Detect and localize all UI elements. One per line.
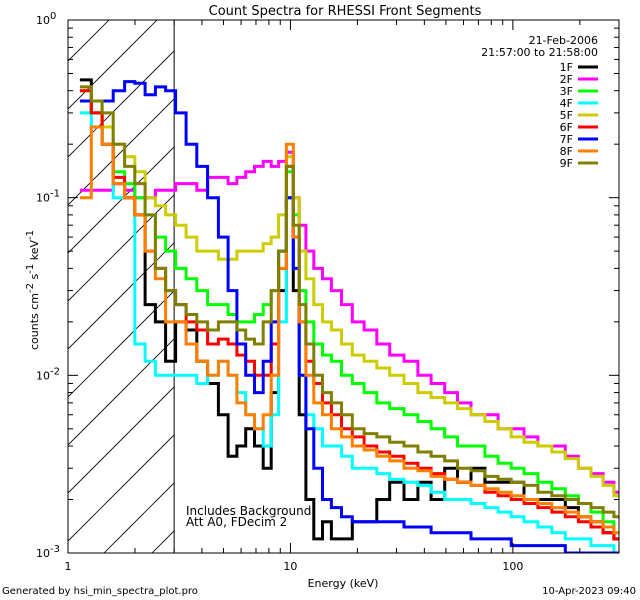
legend-label-8F: 8F — [560, 145, 573, 158]
legend-label-5F: 5F — [560, 109, 573, 122]
y-tick-label: 10-3 — [36, 544, 60, 560]
y-tick-labels: 100 10-1 10-2 10-3 — [36, 11, 60, 560]
footer-timestamp: 10-Apr-2023 09:40 — [542, 586, 636, 597]
y-axis-label-text: counts cm — [28, 293, 41, 350]
series-4F — [79, 111, 619, 553]
y-tick-label: 10-1 — [36, 189, 60, 205]
y-axis-label-mid: s — [28, 273, 41, 282]
series-8F — [79, 125, 619, 535]
series-5F — [79, 85, 619, 498]
series-1F — [79, 78, 619, 541]
info-date: 21-Feb-2006 — [529, 34, 598, 47]
hatch-line — [68, 290, 175, 398]
x-tick-label: 10 — [283, 560, 297, 573]
chart-title: Count Spectra for RHESSI Front Segments — [209, 4, 482, 19]
y-tick-label: 100 — [36, 11, 56, 27]
x-tick-label: 1 — [65, 560, 72, 573]
hatch-line — [68, 146, 175, 254]
legend-label-6F: 6F — [560, 121, 573, 134]
hatch-line — [68, 20, 158, 110]
legend-label-3F: 3F — [560, 85, 573, 98]
x-axis-label: Energy (keV) — [308, 577, 379, 590]
legend-label-7F: 7F — [560, 133, 573, 146]
y-tick-label: 10-2 — [36, 366, 60, 382]
x-tick-label: 100 — [502, 560, 523, 573]
hatch-line — [68, 386, 175, 494]
legend-label-4F: 4F — [560, 97, 573, 110]
hatch-line — [68, 98, 175, 206]
hatch-line — [68, 20, 110, 62]
attenuator-hatch-region — [0, 0, 175, 553]
y-axis-label-sup3: -1 — [25, 230, 36, 240]
series-layer — [79, 78, 619, 553]
hatch-line — [68, 50, 175, 158]
annotation-attenuator: Att A0, FDecim 2 — [186, 515, 287, 529]
annotation-background: Includes Background — [186, 504, 311, 518]
hatch-line — [68, 434, 175, 542]
legend-label-9F: 9F — [560, 157, 573, 170]
legend-label-2F: 2F — [560, 73, 573, 86]
axis-ticks — [67, 19, 620, 554]
plot-frame — [67, 19, 620, 554]
series-9F — [79, 85, 619, 519]
hatch-line — [68, 242, 175, 350]
x-tick-labels: 1 10 100 — [65, 560, 524, 573]
hatch-line — [68, 194, 175, 302]
hatch-line — [0, 0, 128, 553]
y-axis-label: counts cm-2 s-1 keV-1 — [25, 230, 41, 350]
legend-label-1F: 1F — [560, 61, 573, 74]
info-time-range: 21:57:00 to 21:58:00 — [481, 46, 598, 59]
y-axis-label-sup2: -1 — [25, 264, 36, 274]
footer-generator: Generated by hsi_min_spectra_plot.pro — [2, 586, 198, 597]
y-axis-label-tail: keV — [28, 240, 41, 264]
y-axis-label-sup1: -2 — [25, 283, 36, 293]
series-2F — [79, 150, 619, 494]
